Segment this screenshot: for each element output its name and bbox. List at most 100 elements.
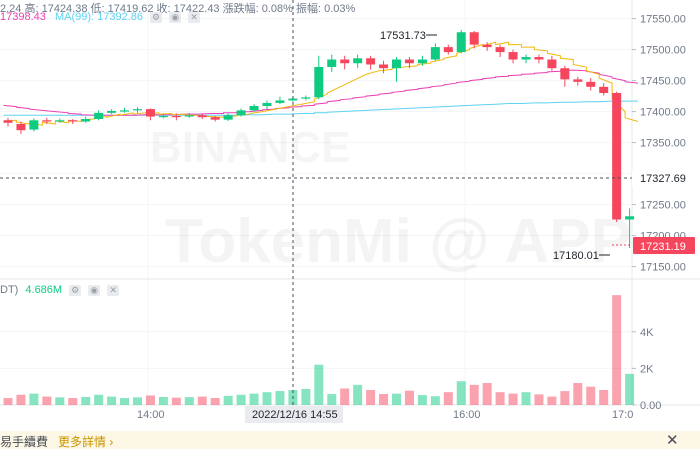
ma25-line (3, 69, 639, 116)
price-tick-label: 17500.00 (640, 45, 686, 57)
high-annotation: 17531.73 (380, 30, 426, 42)
volume-close-icon[interactable]: ✕ (107, 284, 120, 296)
candle-body (171, 115, 181, 118)
ohlc-readout: 2.24 高: 17424.38 低: 17419.62 收: 17422.43… (0, 0, 355, 16)
candle-body (120, 110, 130, 112)
banner-text: 易手續費 (0, 435, 49, 449)
candle-body (625, 216, 635, 220)
volume-bar (29, 393, 39, 405)
candle-body (275, 100, 285, 103)
candle-body (612, 93, 622, 220)
price-axis: 17550.00 17500.00 17450.00 17400.00 17350.00… (632, 14, 686, 274)
volume-bar (586, 386, 596, 405)
volume-bar (145, 395, 155, 405)
crosshair-price-label: 17327.69 (640, 173, 686, 185)
candle-body (495, 47, 505, 53)
volume-settings-icon[interactable]: ⚙ (69, 284, 82, 296)
volume-bar (94, 394, 104, 405)
watermark: BINANCE TokenMi @ APP (150, 123, 632, 276)
ma25-value: 17398.43 (0, 11, 46, 23)
candle-body (55, 120, 65, 122)
volume-bar (197, 396, 207, 405)
candle-body (184, 115, 194, 117)
candle-body (3, 120, 13, 123)
volume-bar (133, 397, 142, 405)
volume-bar (171, 397, 181, 405)
volume-bar (223, 395, 233, 405)
volume-bar (353, 384, 363, 405)
candle-body (417, 59, 427, 64)
volume-label: DT) (0, 284, 19, 296)
volume-bar (81, 396, 91, 405)
ohlc-text: 2.24 高: 17424.38 低: 17419.62 收: 17422.43… (0, 3, 356, 15)
banner-more-link[interactable]: 更多詳情 › (58, 435, 114, 449)
volume-bar (68, 398, 78, 405)
volume-bar (547, 396, 557, 405)
chart-grid (0, 0, 632, 405)
candle-body (42, 120, 52, 122)
candle-body (197, 115, 207, 118)
time-tick-1700: 17:0 (612, 409, 633, 421)
candle-body (340, 59, 350, 64)
candle-body (107, 110, 117, 113)
volume-bar (430, 396, 440, 405)
watermark-app: TokenMi @ APP (165, 207, 632, 276)
candle-body (288, 98, 298, 101)
volume-bar (42, 396, 52, 405)
candle-body (68, 120, 78, 122)
volume-bar (184, 397, 194, 405)
candle-body (521, 57, 531, 60)
volume-bar (275, 391, 285, 405)
candle-body (81, 119, 91, 122)
candle-body (145, 109, 155, 117)
volume-bar (404, 390, 414, 405)
volume-bar (327, 394, 337, 405)
settings-icon[interactable]: ⚙ (150, 11, 163, 23)
candle-body (430, 47, 440, 60)
volume-tick-label: 2K (640, 363, 654, 375)
volume-bar (107, 396, 117, 405)
candle-body (482, 44, 492, 48)
volume-bar (599, 389, 609, 405)
volume-bar (16, 394, 26, 405)
close-indicator-icon[interactable]: ✕ (188, 11, 201, 23)
time-tick-1400: 14:00 (137, 409, 165, 421)
candle-body (236, 110, 246, 116)
candle-body (586, 81, 596, 87)
low-annotation: 17180.01 (553, 250, 599, 262)
candle-body (353, 58, 363, 64)
volume-bar (573, 383, 583, 405)
time-cursor-box (245, 406, 343, 423)
price-tick-label: 17450.00 (640, 76, 686, 88)
candle-body (314, 66, 324, 98)
volume-value: 4.686M (25, 284, 63, 296)
price-tick-label: 17350.00 (640, 138, 686, 150)
volume-tick-label: 4K (640, 327, 654, 339)
candle-body (469, 32, 479, 45)
volume-visibility-icon[interactable]: ◉ (88, 284, 101, 296)
candle-body (366, 58, 376, 65)
volume-bar (158, 396, 168, 405)
volume-bar (314, 364, 324, 405)
volume-bar (469, 384, 479, 405)
volume-bar (55, 397, 65, 405)
candle-body (210, 117, 220, 120)
volume-bar (534, 394, 544, 405)
candle-body (560, 68, 570, 80)
candle-body (223, 115, 233, 120)
visibility-icon[interactable]: ◉ (169, 11, 182, 23)
candle-body (249, 106, 259, 111)
ma99-value: MA(99): 17392.86 (54, 11, 144, 23)
time-tick-1600: 16:00 (453, 409, 481, 421)
volume-bar (366, 389, 376, 405)
volume-bar (612, 295, 622, 405)
volume-bar (495, 392, 505, 405)
volume-bar (210, 398, 220, 405)
volume-tick-label: 0.00 (640, 400, 661, 412)
banner-close-icon[interactable]: ✕ (666, 432, 679, 449)
candle-body (327, 59, 337, 67)
volume-bar (379, 394, 389, 405)
volume-bar (625, 373, 635, 405)
candle-body (379, 64, 389, 69)
